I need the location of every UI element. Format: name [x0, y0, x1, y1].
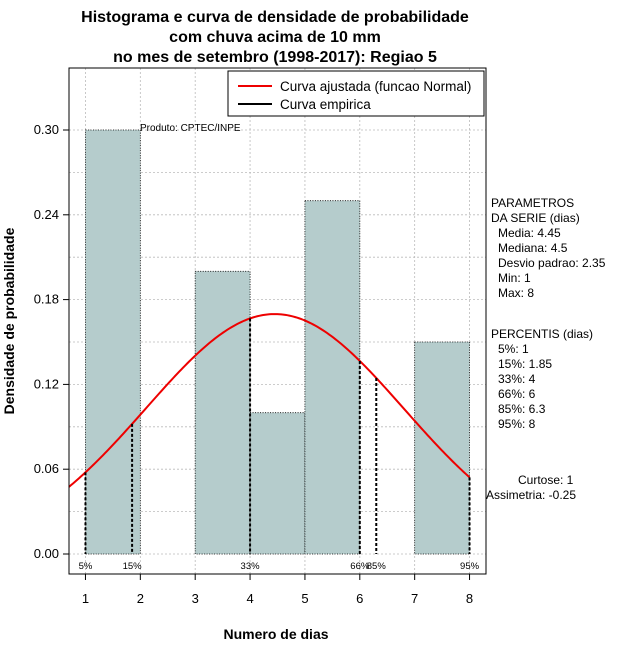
percentis-heading: PERCENTIS (dias) — [491, 327, 593, 341]
params-heading: PARAMETROS — [491, 196, 574, 210]
params-line: Desvio padrao: 2.35 — [498, 256, 606, 270]
histogram-bar — [85, 129, 141, 555]
y-tick-label: 0.06 — [34, 461, 59, 476]
params-line: Min: 1 — [498, 271, 531, 285]
percentile-marker-label: 15% — [123, 561, 143, 572]
histogram-bar — [194, 270, 251, 555]
params-heading: DA SERIE (dias) — [491, 211, 580, 225]
x-tick-label: 1 — [82, 591, 89, 606]
percentile-marker-label: 85% — [367, 561, 387, 572]
params-line: Media: 4.45 — [498, 226, 561, 240]
y-tick-label: 0.00 — [34, 546, 59, 561]
y-tick-label: 0.30 — [34, 122, 59, 137]
chart-title-line: com chuva acima de 10 mm — [169, 29, 381, 46]
x-tick-label: 6 — [356, 591, 363, 606]
percentis-line: 85%: 6.3 — [498, 402, 546, 416]
x-tick-label: 2 — [137, 591, 144, 606]
percentis-line: 66%: 6 — [498, 387, 536, 401]
credit-text: Produto: CPTEC/INPE — [140, 123, 241, 134]
plot-frame — [68, 67, 487, 575]
x-axis-title: Numero de dias — [223, 626, 328, 642]
percentis-line: 95%: 8 — [498, 417, 536, 431]
chart-title-line: no mes de setembro (1998-2017): Regiao 5 — [113, 49, 437, 66]
percentile-marker-label: 5% — [79, 561, 93, 572]
percentis-line: 33%: 4 — [498, 372, 536, 386]
histogram-bar — [249, 412, 306, 555]
params-line: Max: 8 — [498, 286, 534, 300]
x-tick-label: 4 — [246, 591, 253, 606]
kurtosis-text: Curtose: 1 — [518, 473, 574, 487]
percentis-line: 15%: 1.85 — [498, 357, 552, 371]
y-tick-label: 0.12 — [34, 376, 59, 391]
percentile-marker-label: 95% — [460, 561, 480, 572]
percentis-line: 5%: 1 — [498, 342, 529, 356]
x-tick-label: 7 — [411, 591, 418, 606]
normal-curve-line — [68, 313, 471, 488]
percentile-marker-label: 66% — [350, 561, 370, 572]
x-tick-label: 5 — [301, 591, 308, 606]
histogram-bar — [414, 341, 470, 555]
histogram-bar — [304, 200, 361, 555]
params-line: Mediana: 4.5 — [498, 241, 568, 255]
legend-box — [227, 70, 485, 117]
legend-label: Curva ajustada (funcao Normal) — [280, 79, 471, 94]
legend-label: Curva empirica — [280, 97, 371, 112]
percentile-marker-label: 33% — [241, 561, 261, 572]
y-tick-label: 0.18 — [34, 292, 59, 307]
chart-title-line: Histograma e curva de densidade de proba… — [81, 9, 469, 26]
y-axis-title: Densidade de probabilidade — [1, 227, 17, 414]
skewness-text: Assimetria: -0.25 — [486, 488, 576, 502]
x-tick-label: 8 — [466, 591, 473, 606]
x-tick-label: 3 — [192, 591, 199, 606]
y-tick-label: 0.24 — [34, 207, 59, 222]
